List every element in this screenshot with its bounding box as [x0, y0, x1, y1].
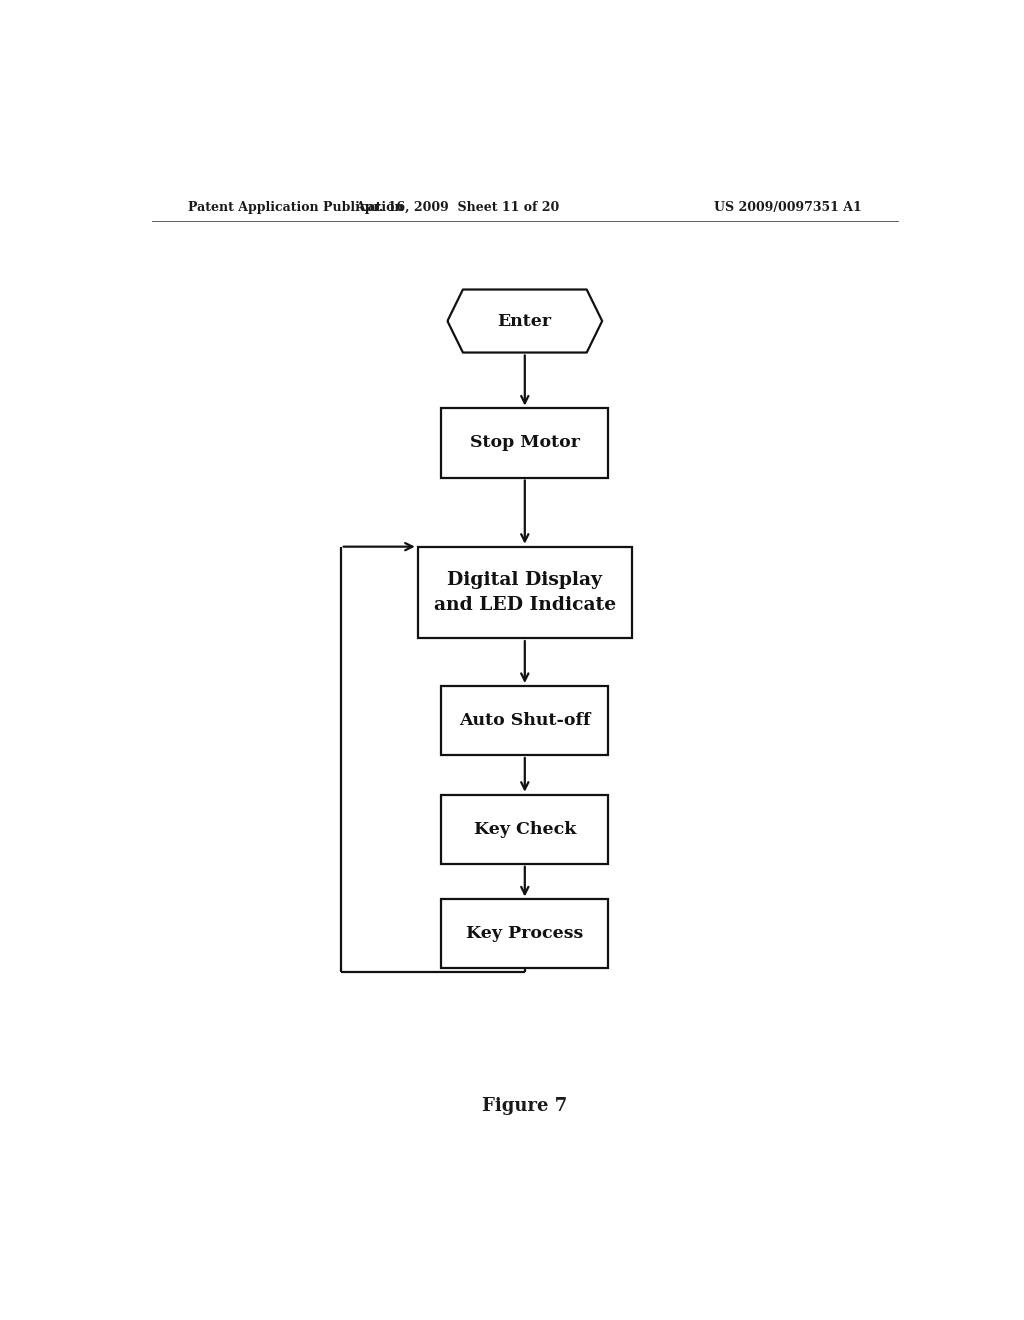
- Text: Digital Display
and LED Indicate: Digital Display and LED Indicate: [434, 572, 615, 614]
- Text: Patent Application Publication: Patent Application Publication: [187, 201, 403, 214]
- Text: Apr. 16, 2009  Sheet 11 of 20: Apr. 16, 2009 Sheet 11 of 20: [355, 201, 559, 214]
- Text: Key Check: Key Check: [474, 821, 575, 838]
- Bar: [441, 899, 608, 969]
- Bar: [441, 686, 608, 755]
- Text: Auto Shut-off: Auto Shut-off: [459, 711, 591, 729]
- Text: Figure 7: Figure 7: [482, 1097, 567, 1114]
- Text: US 2009/0097351 A1: US 2009/0097351 A1: [715, 201, 862, 214]
- Polygon shape: [447, 289, 602, 352]
- Bar: [441, 408, 608, 478]
- Bar: [441, 795, 608, 863]
- Text: Stop Motor: Stop Motor: [470, 434, 580, 451]
- Text: Key Process: Key Process: [466, 925, 584, 942]
- Bar: [418, 546, 632, 638]
- Text: Enter: Enter: [498, 313, 552, 330]
